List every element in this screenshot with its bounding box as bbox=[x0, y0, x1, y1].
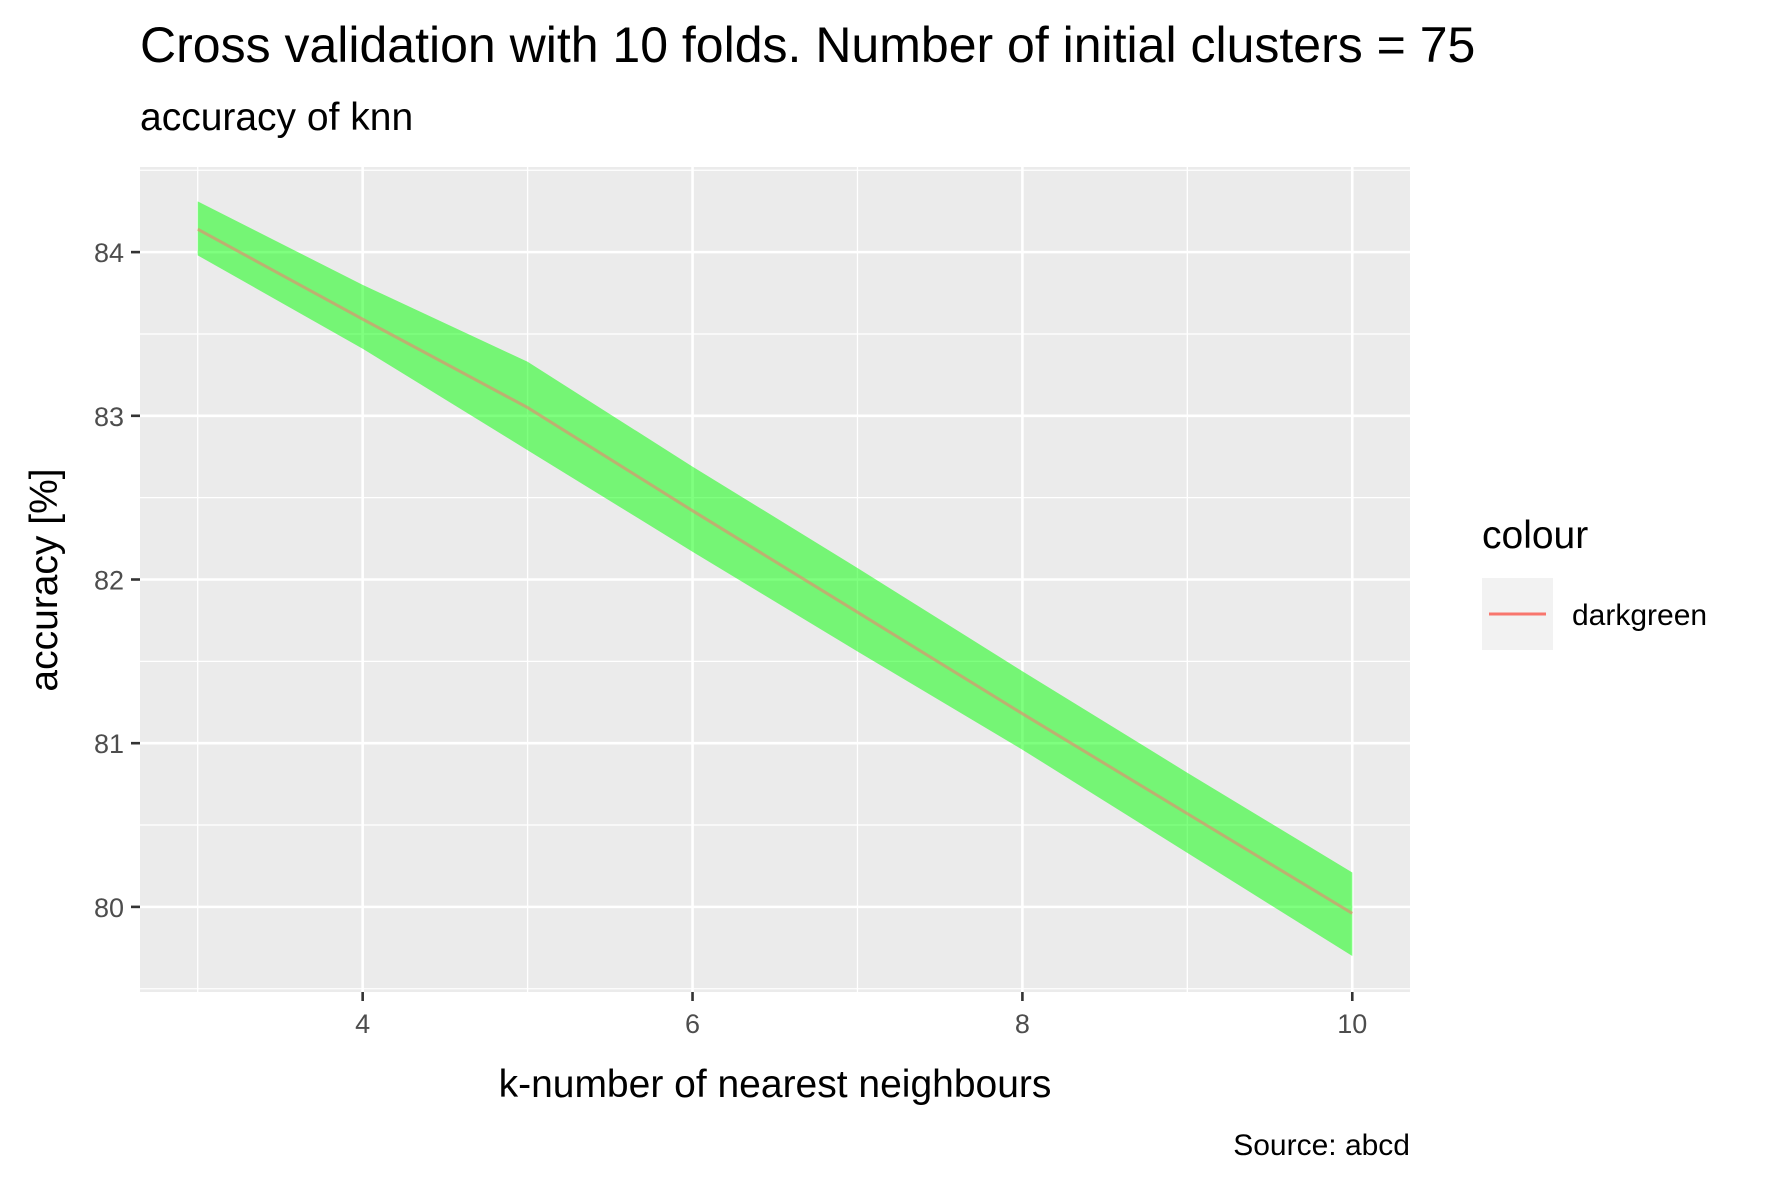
x-tick-label: 6 bbox=[685, 1009, 700, 1039]
legend-label-darkgreen: darkgreen bbox=[1572, 599, 1707, 632]
series-line-layer bbox=[196, 227, 1354, 915]
major-gridlines bbox=[140, 167, 1410, 992]
chart-title: Cross validation with 10 folds. Number o… bbox=[140, 17, 1475, 73]
legend-title: colour bbox=[1482, 514, 1588, 557]
confidence-ribbon-layer bbox=[197, 201, 1353, 956]
y-tick-label: 80 bbox=[94, 893, 124, 923]
y-tick-label: 83 bbox=[94, 402, 124, 432]
chart-subtitle: accuracy of knn bbox=[140, 96, 413, 139]
x-tick-label: 8 bbox=[1015, 1009, 1030, 1039]
y-axis: 80 81 82 83 84 bbox=[94, 238, 140, 923]
x-tick-label: 10 bbox=[1337, 1009, 1367, 1039]
legend: colour darkgreen bbox=[1482, 514, 1707, 650]
y-tick-label: 81 bbox=[94, 729, 124, 759]
x-axis: 4 6 8 10 bbox=[355, 992, 1367, 1039]
series-line bbox=[196, 227, 1354, 915]
y-tick-label: 82 bbox=[94, 566, 124, 596]
x-tick-label: 4 bbox=[355, 1009, 370, 1039]
y-tick-label: 84 bbox=[94, 238, 124, 268]
y-axis-title: accuracy [%] bbox=[23, 468, 66, 691]
confidence-ribbon bbox=[197, 201, 1353, 956]
caption: Source: abcd bbox=[1233, 1129, 1410, 1162]
x-axis-title: k-number of nearest neighbours bbox=[499, 1063, 1052, 1106]
